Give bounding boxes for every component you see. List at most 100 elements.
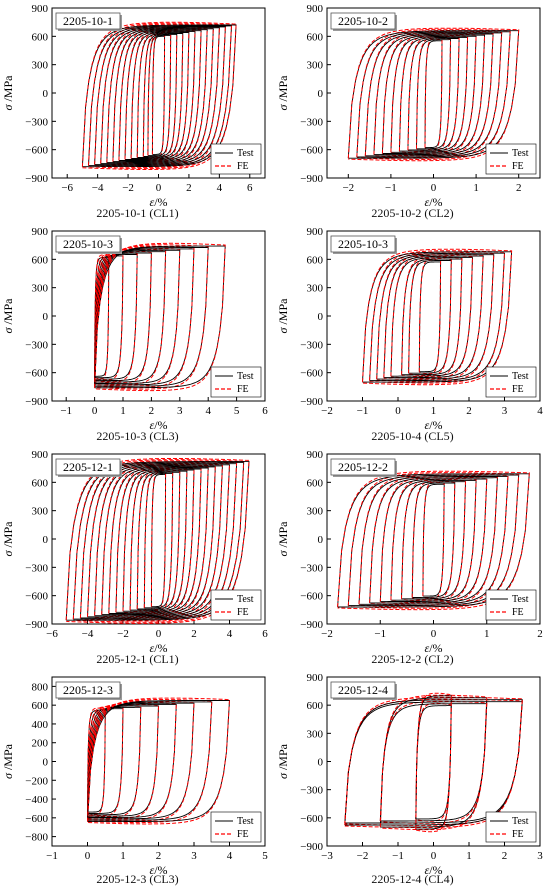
fe-loop (418, 259, 442, 375)
test-loop (418, 261, 442, 373)
x-tick-label: 6 (262, 628, 268, 640)
specimen-tag-box (55, 681, 121, 699)
fe-loop (87, 706, 124, 816)
caption-2205-10-2: 2205-10-2 (CL2) (371, 206, 454, 220)
y-tick-label: −300 (300, 116, 323, 128)
curves (337, 470, 530, 611)
fe-loop (401, 256, 463, 378)
panel-2205-10-1: −6 −4 −2 0 2 4 6 −900 −600 −300 0 300 600 900 ε/% σ /MP… (1, 3, 266, 209)
specimen-tag-box (55, 12, 121, 30)
fe-loop (94, 253, 124, 381)
x-tick-label: 0 (85, 850, 91, 862)
fe-loop (143, 470, 174, 611)
x-tick-label: −1 (60, 405, 72, 417)
y-axis-unit: /MPa (1, 75, 15, 105)
y-axis-label: σ /MPa (1, 521, 15, 557)
test-loop (379, 478, 488, 603)
x-tick-label: 4 (537, 405, 543, 417)
test-loop (390, 257, 473, 377)
curves (94, 242, 226, 392)
y-axis-label: σ /MPa (276, 75, 290, 111)
x-tick-label: 2 (186, 182, 192, 194)
test-loop (379, 697, 488, 828)
panel-2205-10-4: −2 −1 0 1 2 3 4 −900 −600 −300 0 300 600 900 ε/% σ /MPa… (276, 226, 543, 432)
fe-loop (122, 466, 195, 615)
x-tick-label: −1 (357, 405, 369, 417)
y-tick-label: −300 (25, 116, 48, 128)
x-tick-label: −2 (342, 182, 354, 194)
x-tick-label: 4 (217, 182, 223, 194)
y-axis-symbol: σ (1, 326, 15, 333)
y-tick-label: −200 (25, 775, 48, 787)
y-tick-label: −900 (25, 396, 48, 408)
curves (347, 27, 520, 162)
fe-loop (379, 476, 488, 605)
test-loop (87, 704, 177, 818)
test-loop (379, 703, 488, 822)
x-tick-label: 3 (177, 405, 183, 417)
x-axis-label: ε/% (424, 863, 442, 877)
x-axis-unit: /% (429, 641, 442, 655)
y-tick-label: 300 (32, 506, 49, 518)
x-tick-label: −2 (357, 850, 369, 862)
test-loop (118, 30, 202, 161)
caption-2205-12-3: 2205-12-3 (CL3) (96, 872, 179, 886)
y-tick-label: −600 (25, 813, 48, 825)
specimen-tag: 2205-10-2 (338, 14, 388, 28)
panel-2205-12-2: −2 −1 0 1 2 −900 −600 −300 0 300 600 900 ε/% σ /MPa 22… (276, 449, 543, 655)
panel-2205-10-2: −2 −1 0 1 2 −900 −600 −300 0 300 600 900 ε/% σ /MPa 22… (276, 3, 541, 209)
test-loop (416, 39, 451, 150)
test-loop (136, 471, 181, 610)
fe-loop (376, 251, 495, 383)
legend-test-label: Test (237, 148, 254, 159)
legend-test-label: Test (512, 148, 529, 159)
specimen-tag: 2205-12-1 (63, 460, 113, 474)
fe-loop (379, 694, 488, 831)
x-tick-label: 1 (120, 405, 126, 417)
test-loop (106, 28, 214, 164)
test-loop (65, 461, 250, 621)
specimen-tag: 2205-10-3 (63, 237, 113, 251)
y-axis-unit: /MPa (1, 298, 15, 328)
test-loop (87, 700, 230, 823)
fe-loop (94, 462, 223, 620)
x-axis-symbol: ε (424, 641, 429, 655)
x-tick-label: 6 (247, 182, 253, 194)
fe-loop (415, 702, 452, 822)
y-tick-label: 0 (318, 88, 324, 100)
fe-loop (81, 21, 237, 170)
test-loop (344, 699, 523, 826)
x-tick-label: 4 (205, 405, 211, 417)
test-loop (87, 464, 230, 618)
legend-test-label: Test (237, 816, 254, 827)
x-axis-unit: /% (154, 641, 167, 655)
legend-box (485, 143, 537, 175)
x-tick-label: 1 (484, 628, 490, 640)
x-tick-label: 6 (262, 405, 268, 417)
y-axis-symbol: σ (276, 772, 290, 779)
specimen-tag-box (55, 235, 121, 253)
x-axis-unit: /% (429, 418, 442, 432)
specimen-tag-box (55, 458, 121, 476)
fe-loop (94, 254, 110, 380)
x-tick-label: 5 (234, 405, 240, 417)
x-tick-label: −6 (46, 628, 58, 640)
y-tick-label: 300 (307, 506, 324, 518)
fe-loop (115, 465, 202, 616)
x-axis-label: ε/% (424, 641, 442, 655)
x-tick-label: −1 (374, 628, 386, 640)
fe-loop (379, 700, 488, 824)
y-tick-label: 900 (32, 226, 49, 238)
y-axis-unit: /MPa (276, 75, 290, 105)
caption-2205-12-2: 2205-12-2 (CL2) (371, 652, 454, 666)
y-tick-label: 0 (318, 311, 324, 323)
y-tick-label: −800 (25, 832, 48, 844)
test-loop (401, 258, 463, 376)
test-loop (381, 34, 486, 154)
specimen-tag: 2205-12-3 (63, 683, 113, 697)
fe-loop (151, 33, 166, 158)
x-tick-label: 4 (227, 628, 233, 640)
x-axis-symbol: ε (149, 418, 154, 432)
x-tick-label: 3 (502, 405, 508, 417)
test-loop (151, 35, 166, 155)
